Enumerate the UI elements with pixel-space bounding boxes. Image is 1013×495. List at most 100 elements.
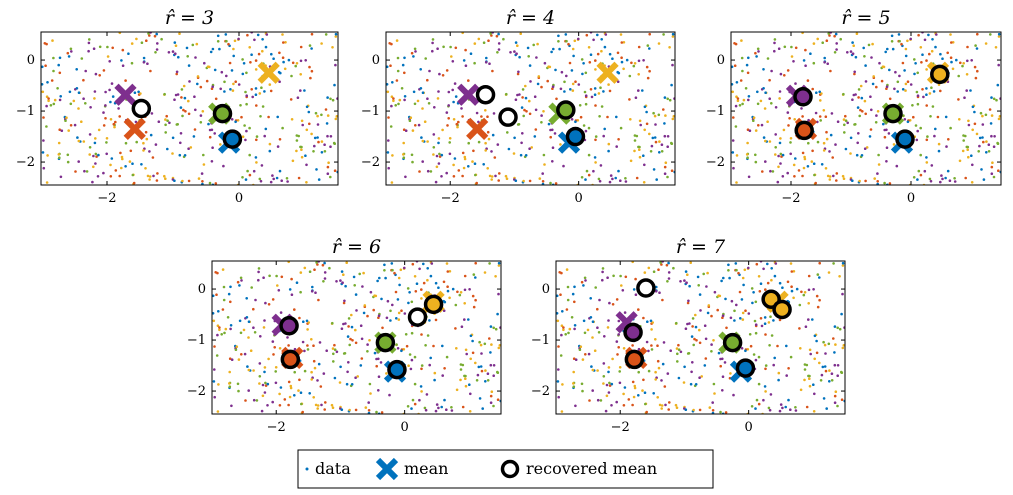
data-point (513, 50, 516, 53)
data-point (851, 98, 854, 101)
data-point (390, 95, 394, 98)
data-point (703, 324, 707, 328)
data-point (978, 144, 981, 148)
data-point (740, 347, 744, 350)
data-point (912, 176, 916, 179)
data-point (327, 161, 330, 164)
legend-recovered-label: recovered mean (526, 459, 657, 478)
data-point (936, 115, 940, 119)
data-point (769, 393, 773, 396)
data-point (445, 69, 449, 72)
data-point (303, 266, 307, 270)
data-point (841, 261, 845, 265)
data-point (211, 47, 215, 51)
data-point (272, 57, 275, 60)
data-point (876, 182, 879, 185)
data-point (421, 160, 425, 163)
data-point (857, 132, 860, 135)
data-point (445, 408, 448, 412)
data-point (211, 85, 214, 88)
data-point (396, 56, 400, 60)
data-point (689, 382, 693, 386)
data-point (538, 177, 542, 180)
x-tick-label: −2 (781, 191, 800, 206)
data-point (465, 352, 469, 356)
data-point (877, 163, 881, 166)
data-point (622, 392, 625, 396)
data-point (77, 139, 81, 143)
legend-data-swatch (305, 467, 309, 471)
data-point (362, 271, 365, 275)
data-point (977, 150, 980, 153)
data-point (483, 342, 487, 346)
data-point (541, 182, 545, 185)
data-point (852, 93, 856, 97)
data-point (390, 104, 393, 108)
data-point (237, 358, 241, 361)
data-point (824, 167, 828, 170)
data-point (178, 32, 181, 35)
data-point (647, 349, 650, 353)
data-point (486, 379, 490, 382)
data-point (992, 97, 996, 101)
data-point (661, 362, 665, 366)
x-tick-label: −2 (97, 191, 116, 206)
data-point (260, 409, 264, 413)
data-point (478, 397, 482, 400)
data-point (248, 126, 251, 130)
data-point (437, 141, 440, 145)
data-point (258, 177, 262, 181)
data-point (217, 383, 220, 386)
data-point (718, 294, 722, 298)
data-point (551, 146, 555, 149)
data-point (770, 69, 773, 73)
data-point (666, 145, 669, 148)
data-point (623, 386, 627, 389)
data-point (556, 312, 559, 315)
data-point (617, 71, 621, 75)
data-point (747, 175, 751, 179)
data-point (740, 56, 744, 60)
data-point (734, 125, 738, 128)
data-point (89, 106, 92, 109)
data-point (279, 386, 283, 389)
data-point (299, 290, 302, 294)
data-point (421, 91, 425, 94)
legend: data mean recovered mean (297, 449, 714, 489)
data-point (919, 46, 923, 49)
data-point (464, 374, 467, 378)
data-point (622, 67, 625, 71)
data-point (903, 69, 906, 72)
data-point (234, 80, 237, 83)
data-point (494, 327, 498, 331)
data-point (461, 174, 464, 178)
data-point (389, 64, 392, 67)
data-point (730, 299, 734, 303)
data-point (789, 355, 793, 359)
recovered-mean-marker (722, 332, 743, 353)
data-point (632, 64, 636, 68)
data-point (720, 279, 723, 283)
data-point (597, 331, 601, 334)
data-point (981, 114, 984, 118)
data-point (562, 328, 565, 332)
data-point (305, 105, 309, 109)
x-tick-label: 0 (401, 420, 409, 435)
data-point (474, 361, 477, 365)
data-point (782, 128, 786, 132)
data-point (594, 161, 597, 164)
data-point (447, 104, 451, 107)
data-point (320, 42, 323, 45)
data-point (262, 326, 266, 329)
data-point (64, 119, 67, 122)
data-point (603, 45, 607, 49)
data-point (832, 337, 835, 340)
data-point (941, 177, 944, 181)
data-point (703, 364, 707, 367)
data-point (225, 39, 228, 43)
data-point (766, 57, 770, 60)
data-point (617, 333, 620, 336)
data-point (828, 175, 832, 178)
data-point (248, 46, 251, 49)
data-point (523, 108, 526, 112)
